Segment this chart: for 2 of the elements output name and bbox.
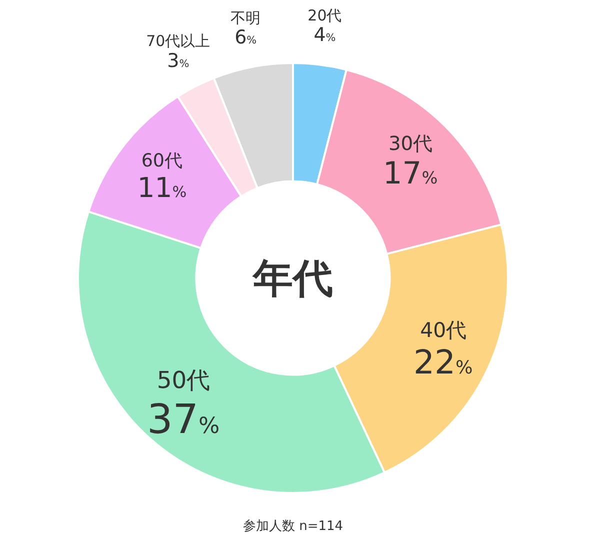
text: 参加人数 n=114 xyxy=(242,519,344,534)
text: 年代 xyxy=(252,256,333,302)
